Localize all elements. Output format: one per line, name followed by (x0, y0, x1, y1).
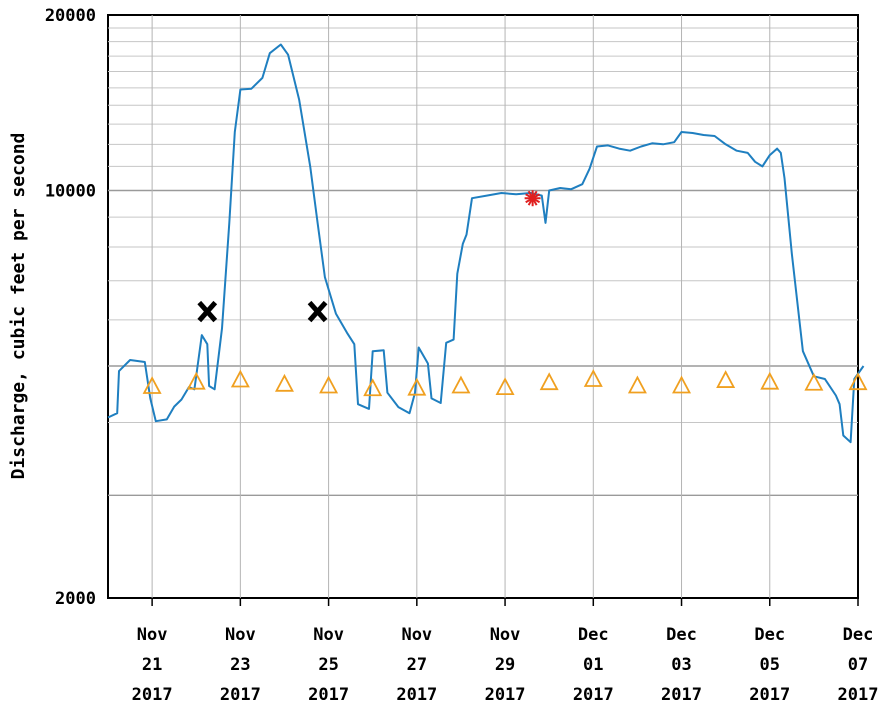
x-tick-label: 2017 (308, 685, 349, 705)
x-tick-label: 29 (495, 655, 515, 675)
x-tick-label: 05 (760, 655, 780, 675)
y-axis-label: Discharge, cubic feet per second (8, 133, 29, 480)
y-tick-labels: 2000 10000 20000 (45, 6, 96, 609)
x-tick-label: 23 (230, 655, 250, 675)
plot-area (108, 15, 858, 598)
x-tick-label: Nov (225, 625, 256, 645)
x-tick-label: Nov (137, 625, 168, 645)
x-tick-label: 2017 (485, 685, 526, 705)
x-tick-label: 07 (848, 655, 868, 675)
x-tick-label: 2017 (573, 685, 614, 705)
x-tick-label: 2017 (838, 685, 879, 705)
x-tick-label: 27 (407, 655, 427, 675)
x-tick-label: Nov (313, 625, 344, 645)
x-tick-label: 2017 (132, 685, 173, 705)
y-tick-label: 2000 (55, 589, 96, 609)
x-tick-label: 03 (671, 655, 691, 675)
x-tick-label: 21 (142, 655, 162, 675)
x-tick-labels: Nov 21 2017 Nov 23 2017 Nov 25 2017 Nov 27 2017 Nov 2… (132, 625, 879, 705)
x-tick-label: 2017 (396, 685, 437, 705)
x-tick-label: Dec (754, 625, 785, 645)
x-tick-label: Nov (401, 625, 432, 645)
x-tick-label: 25 (318, 655, 338, 675)
x-tick-label: Dec (578, 625, 609, 645)
x-tick-label: Nov (490, 625, 521, 645)
x-tick-label: Dec (843, 625, 874, 645)
y-tick-label: 20000 (45, 6, 96, 26)
y-tick-label: 10000 (45, 182, 96, 202)
x-tick-label: 01 (583, 655, 603, 675)
x-tick-label: 2017 (749, 685, 790, 705)
x-tick-label: 2017 (661, 685, 702, 705)
x-tick-label: Dec (666, 625, 697, 645)
x-tick-label: 2017 (220, 685, 261, 705)
